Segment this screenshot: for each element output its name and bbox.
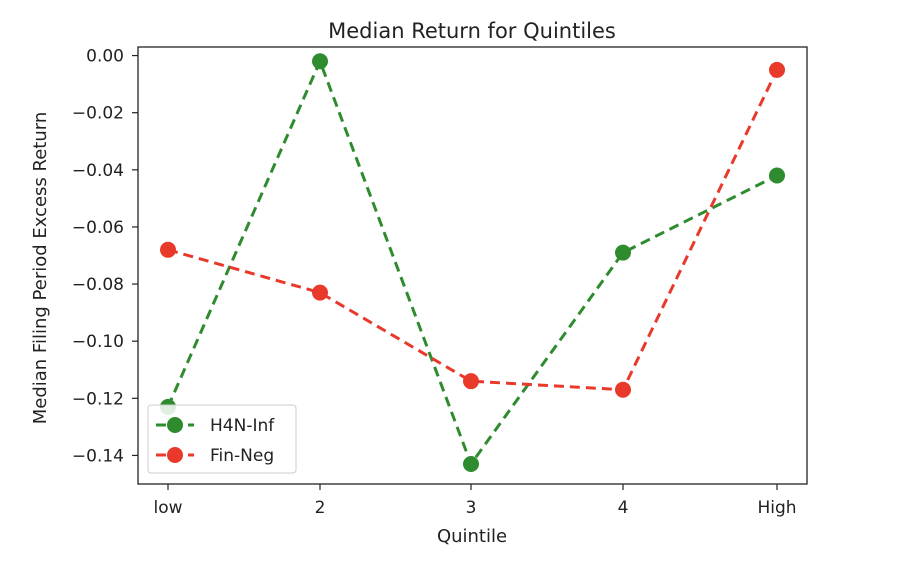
legend-label: H4N-Inf	[210, 416, 275, 436]
x-tick-label: 2	[315, 498, 326, 518]
data-point	[160, 241, 176, 258]
y-axis-label: Median Filing Period Excess Return	[30, 112, 51, 425]
series-h4n-inf	[160, 53, 785, 473]
legend-label: Fin-Neg	[210, 446, 274, 466]
data-point	[463, 456, 479, 473]
x-tick-label: High	[757, 498, 796, 518]
legend-item: Fin-Neg	[156, 446, 274, 466]
legend-box	[147, 404, 297, 474]
x-axis-label: Quintile	[437, 526, 507, 547]
legend: H4N-Inf Fin-Neg	[147, 404, 297, 474]
data-point	[769, 167, 785, 184]
y-tick-label: −0.12	[72, 389, 124, 409]
data-point	[769, 61, 785, 78]
series-line	[167, 69, 779, 392]
data-point	[463, 373, 479, 390]
x-tick-label: 4	[618, 498, 629, 518]
legend-marker	[167, 447, 183, 463]
y-tick-label: 0.00	[86, 47, 124, 67]
y-tick-label: −0.04	[72, 161, 124, 181]
legend-marker	[167, 417, 183, 433]
y-tick-label: −0.14	[72, 446, 124, 466]
data-point	[312, 53, 328, 70]
data-point	[615, 244, 631, 261]
x-tick-label: 3	[466, 498, 477, 518]
y-tick-label: −0.06	[72, 218, 124, 238]
y-tick-label: −0.02	[72, 104, 124, 124]
data-point	[615, 381, 631, 398]
x-tick-label: low	[153, 498, 182, 518]
chart-title: Median Return for Quintiles	[328, 19, 616, 43]
series-fin-neg	[160, 61, 785, 398]
y-tick-label: −0.10	[72, 332, 124, 352]
data-point	[312, 284, 328, 301]
y-tick-label: −0.08	[72, 275, 124, 295]
legend-item: H4N-Inf	[156, 416, 275, 436]
